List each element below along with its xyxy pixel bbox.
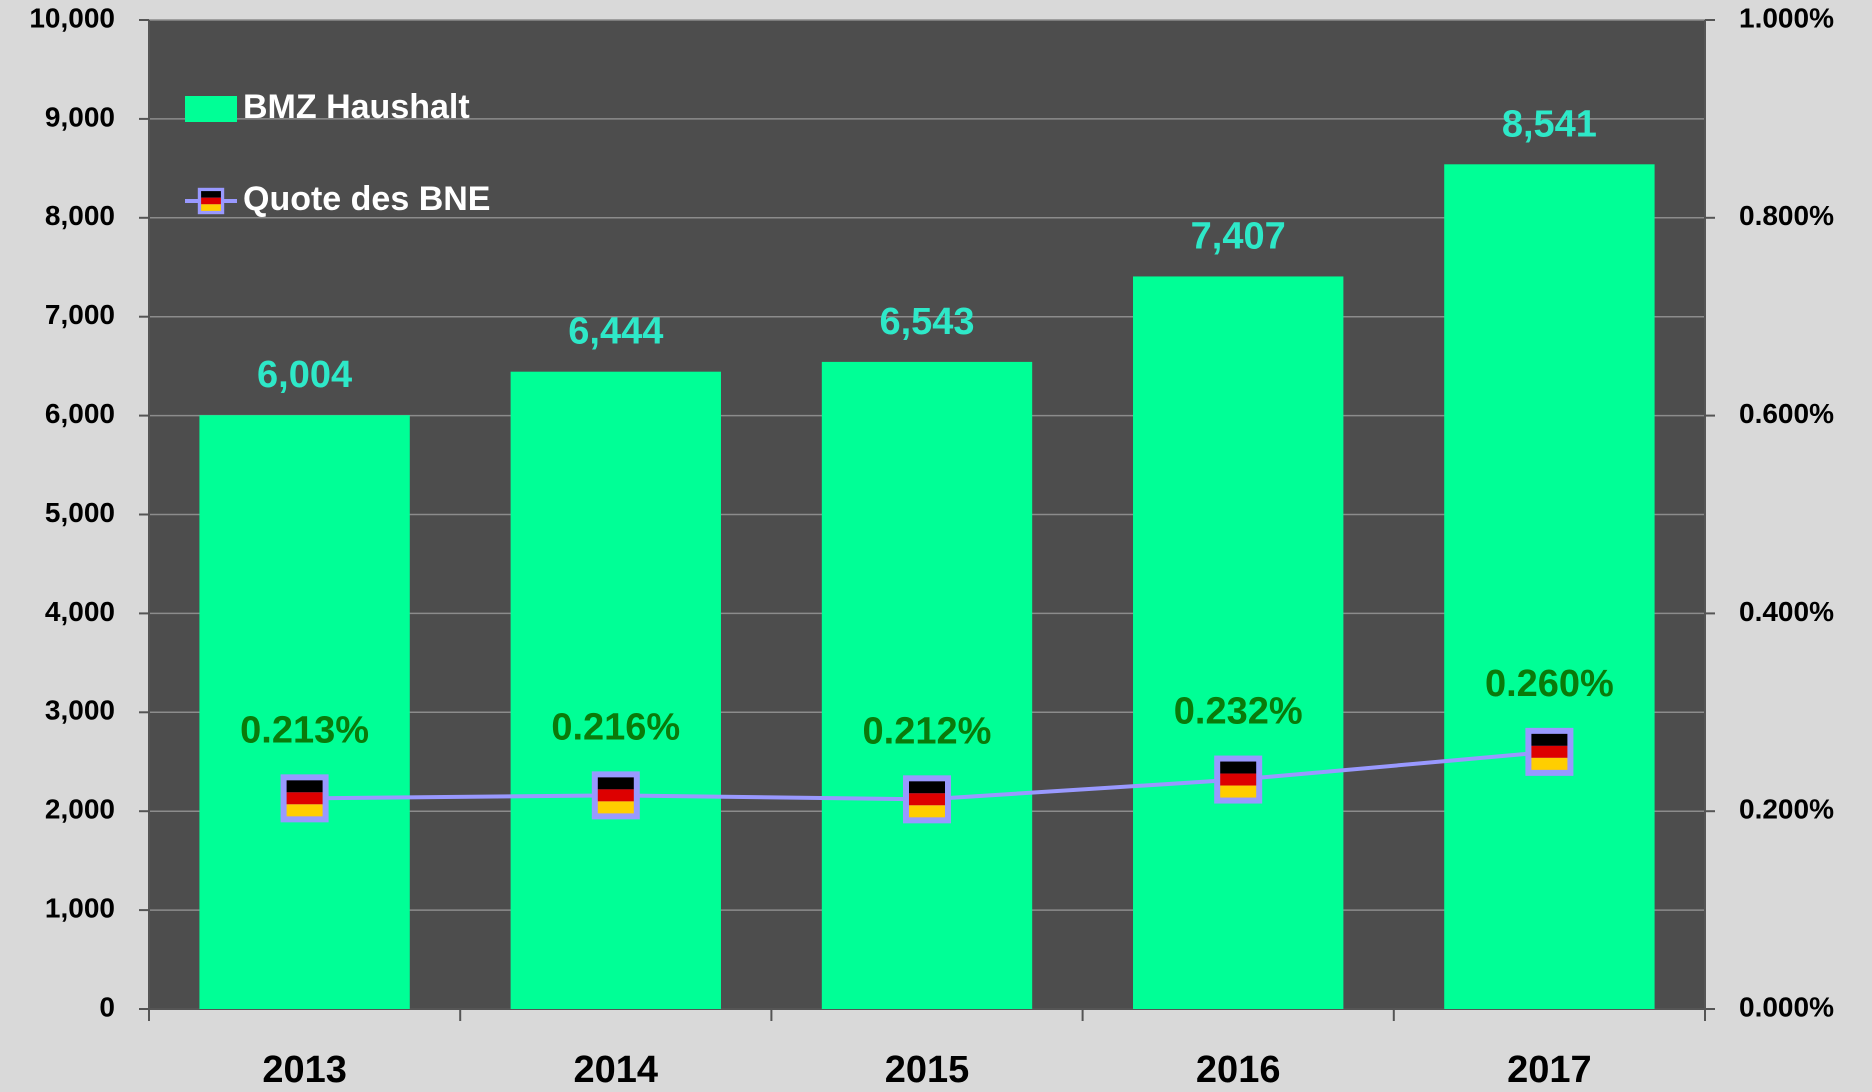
marker-stripe xyxy=(1220,761,1257,774)
flag-marker xyxy=(1525,727,1574,776)
marker-stripe xyxy=(201,191,221,198)
marker-stripe xyxy=(597,777,634,790)
flag-marker xyxy=(903,775,951,824)
marker-stripe xyxy=(909,781,945,794)
legend-swatch xyxy=(185,96,237,122)
bar-value-label: 6,004 xyxy=(257,354,352,396)
y-tick-label: 10,000 xyxy=(29,2,115,33)
flag-marker xyxy=(280,774,329,823)
x-tick-label: 2014 xyxy=(574,1049,659,1091)
marker-stripe xyxy=(286,792,323,805)
marker-stripe xyxy=(909,805,945,818)
legend-label: Quote des BNE xyxy=(243,180,490,218)
marker-stripe xyxy=(1531,745,1568,758)
line-value-label: 0.216% xyxy=(551,706,680,748)
y2-tick-label: 0.800% xyxy=(1739,200,1834,231)
marker-stripe xyxy=(286,780,323,793)
line-value-label: 0.260% xyxy=(1485,663,1614,705)
y2-tick-label: 0.400% xyxy=(1739,596,1834,627)
marker-stripe xyxy=(1220,773,1257,786)
y-tick-label: 8,000 xyxy=(45,200,115,231)
marker-stripe xyxy=(1531,757,1568,770)
marker-stripe xyxy=(1220,785,1257,798)
y-tick-label: 1,000 xyxy=(45,892,115,923)
x-tick-label: 2015 xyxy=(885,1049,970,1091)
y-tick-label: 0 xyxy=(99,991,115,1022)
bar-value-label: 6,543 xyxy=(879,301,974,343)
y-tick-label: 9,000 xyxy=(45,101,115,132)
y2-tick-label: 0.200% xyxy=(1739,794,1834,825)
bar-value-label: 7,407 xyxy=(1191,215,1286,257)
flag-marker xyxy=(591,771,640,820)
bar xyxy=(1133,276,1344,1009)
bar-value-label: 6,444 xyxy=(568,311,663,353)
y-tick-label: 4,000 xyxy=(45,596,115,627)
bar xyxy=(510,371,721,1010)
marker-stripe xyxy=(909,793,945,806)
x-tick-label: 2013 xyxy=(262,1049,347,1091)
y-tick-label: 2,000 xyxy=(45,794,115,825)
line-value-label: 0.213% xyxy=(240,709,369,751)
marker-stripe xyxy=(597,801,634,814)
line-value-label: 0.232% xyxy=(1174,691,1303,733)
legend-marker xyxy=(197,187,225,215)
line-value-label: 0.212% xyxy=(863,710,992,752)
y2-tick-label: 0.000% xyxy=(1739,991,1834,1022)
marker-stripe xyxy=(201,204,221,211)
y-tick-label: 5,000 xyxy=(45,497,115,528)
y2-tick-label: 1.000% xyxy=(1739,2,1834,33)
marker-stripe xyxy=(286,804,323,817)
marker-stripe xyxy=(1531,733,1568,746)
legend-label: BMZ Haushalt xyxy=(243,88,470,126)
bar xyxy=(1444,164,1655,1009)
marker-stripe xyxy=(597,789,634,802)
bar xyxy=(199,415,410,1009)
y-tick-label: 7,000 xyxy=(45,299,115,330)
flag-marker xyxy=(1214,755,1263,804)
bar xyxy=(821,361,1033,1009)
y2-tick-label: 0.600% xyxy=(1739,398,1834,429)
x-tick-label: 2016 xyxy=(1196,1049,1281,1091)
marker-stripe xyxy=(201,197,221,205)
bar-value-label: 8,541 xyxy=(1502,103,1597,145)
y-tick-label: 6,000 xyxy=(45,398,115,429)
x-tick-label: 2017 xyxy=(1507,1049,1592,1091)
y-tick-label: 3,000 xyxy=(45,695,115,726)
